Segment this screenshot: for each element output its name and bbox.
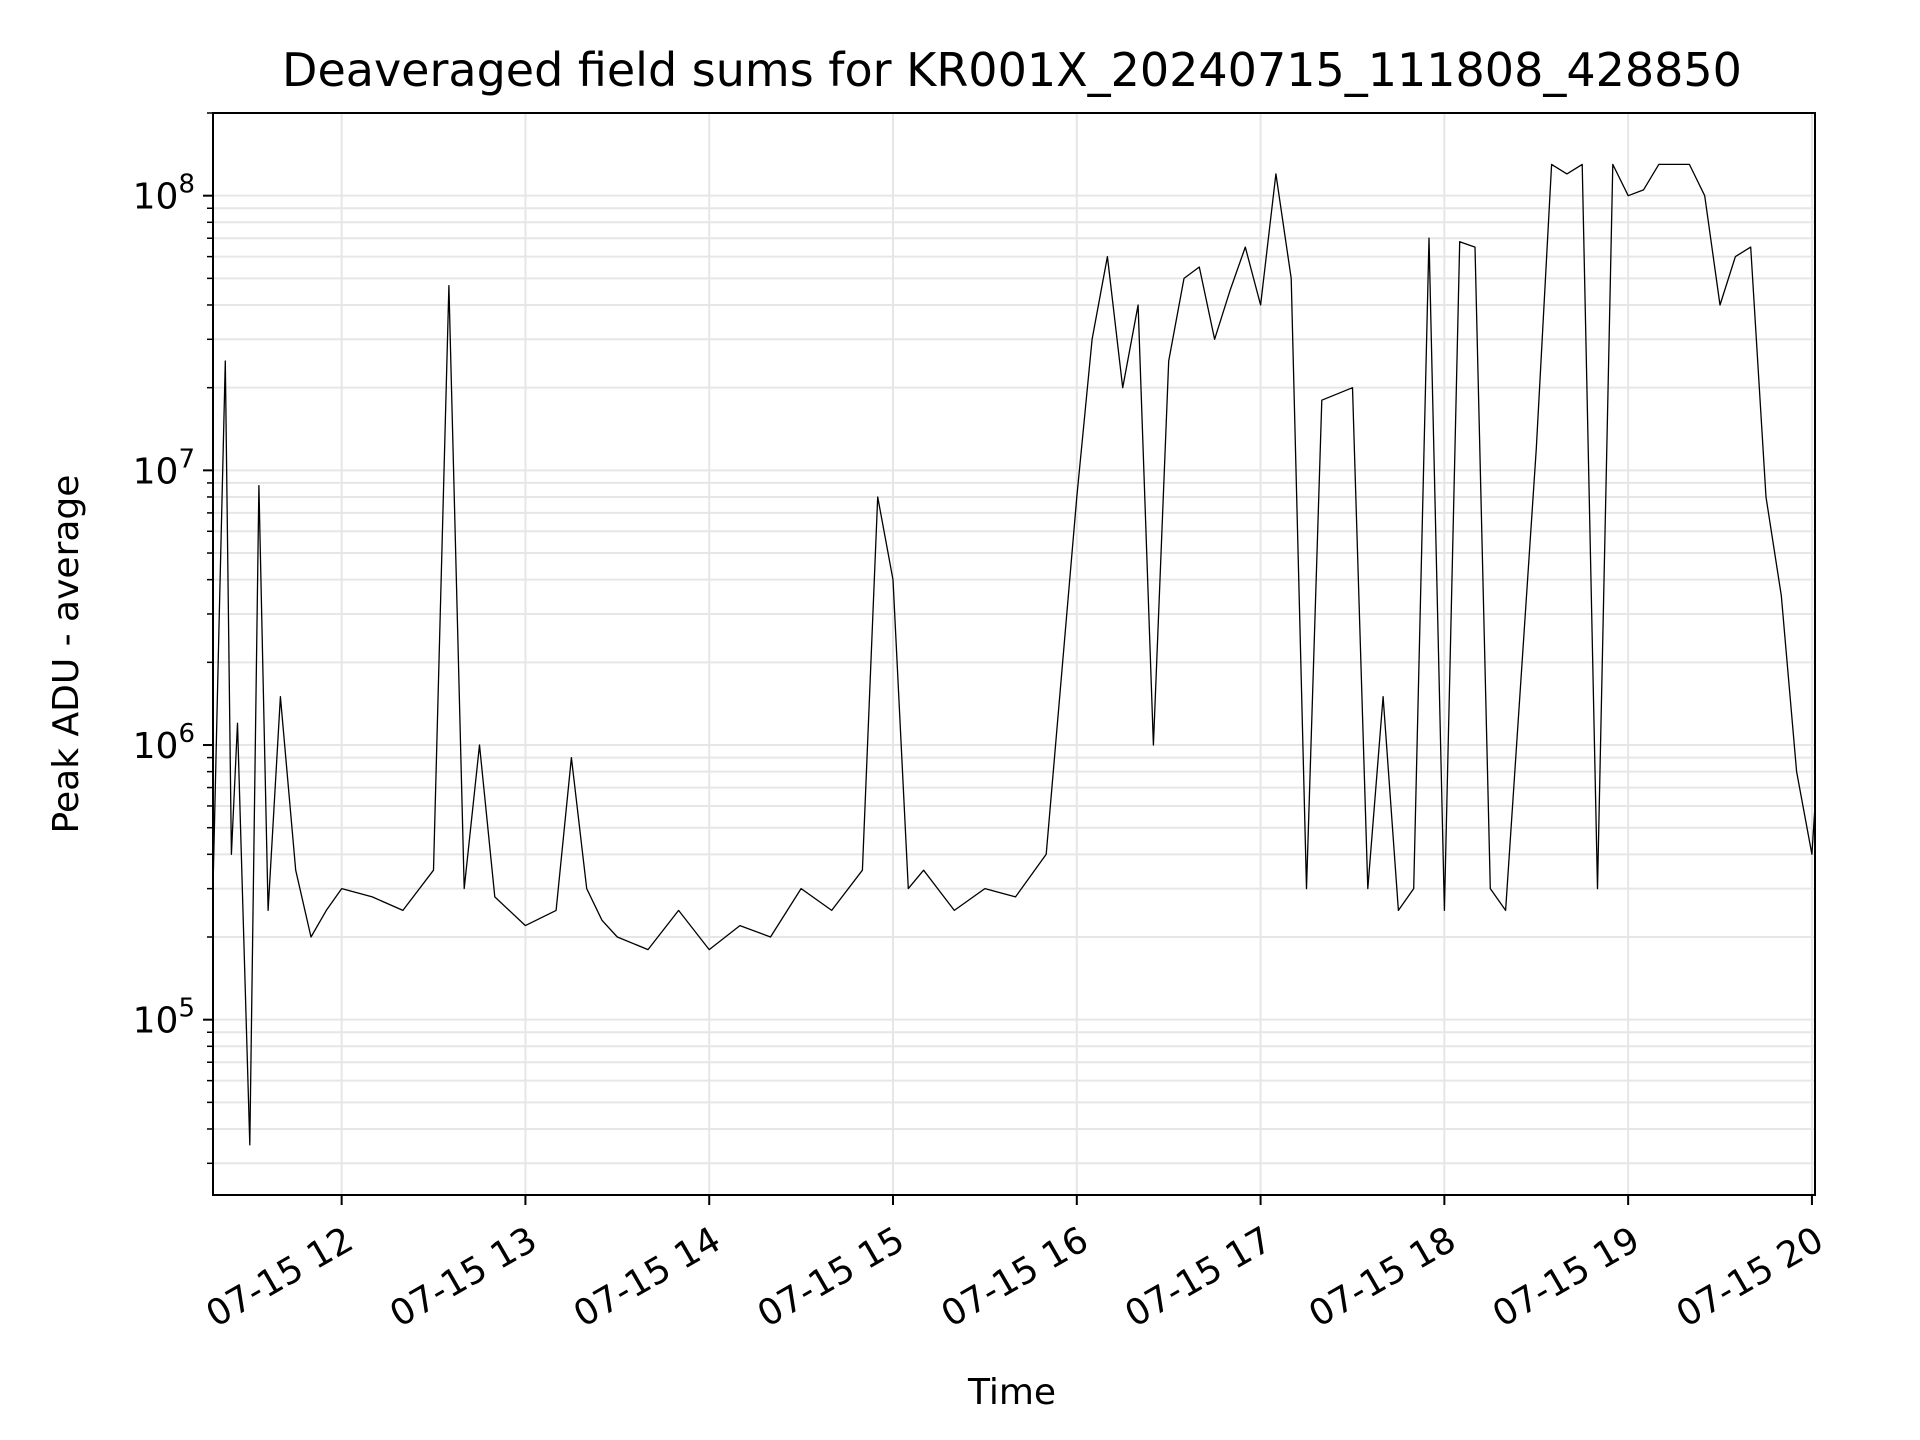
y-tick-exponent: 5 — [178, 994, 195, 1024]
y-tick-base: 10 — [133, 177, 179, 218]
y-tick-label: 106 — [133, 719, 195, 767]
y-tick-label: 105 — [133, 994, 195, 1042]
y-tick-base: 10 — [133, 451, 179, 492]
y-tick-label: 108 — [133, 170, 195, 218]
y-tick-exponent: 8 — [178, 170, 195, 200]
y-tick-label: 107 — [133, 444, 195, 492]
y-tick-exponent: 7 — [178, 444, 195, 474]
series-line — [212, 163, 1816, 1146]
y-tick-base: 10 — [133, 1001, 179, 1042]
y-axis-label: Peak ADU - average — [46, 475, 87, 834]
y-tick-exponent: 6 — [178, 719, 195, 749]
major-gridlines — [213, 113, 1815, 1195]
x-axis-label: Time — [967, 1372, 1056, 1413]
y-tick-base: 10 — [133, 726, 179, 767]
chart-title: Deaveraged field sums for KR001X_2024071… — [282, 43, 1742, 97]
plot-frame — [212, 112, 1816, 1196]
